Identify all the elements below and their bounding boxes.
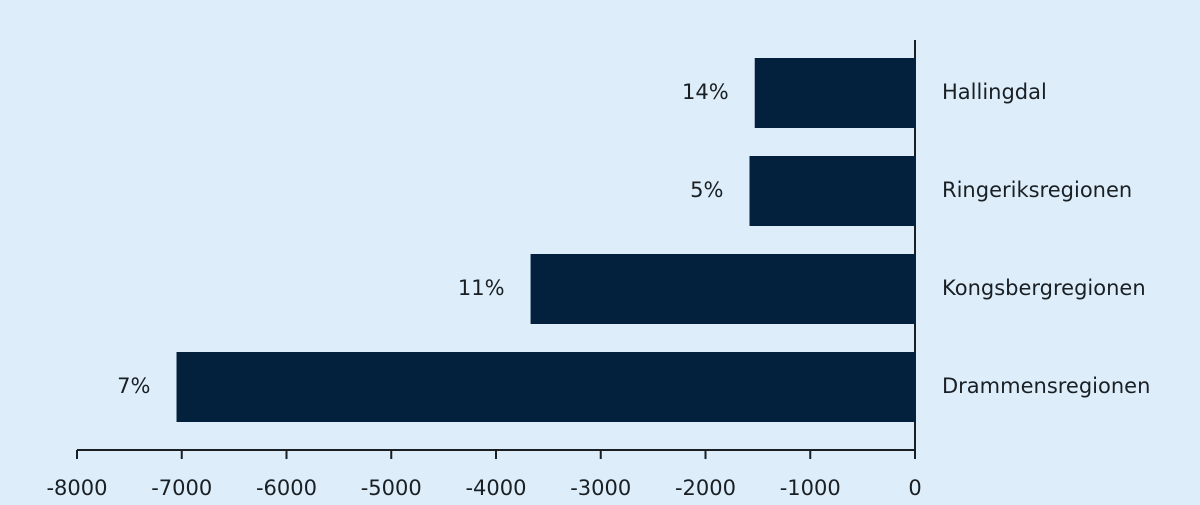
x-tick-label: 0 (908, 476, 921, 500)
category-label: Kongsbergregionen (942, 276, 1146, 300)
x-tick-label: -3000 (570, 476, 631, 500)
category-label: Drammensregionen (942, 374, 1150, 398)
bar-label: 14% (682, 80, 729, 104)
bar (754, 58, 915, 128)
x-tick-label: -7000 (151, 476, 212, 500)
x-tick-label: -1000 (780, 476, 841, 500)
category-label: Ringeriksregionen (942, 178, 1132, 202)
x-tick-label: -6000 (256, 476, 317, 500)
bar (749, 156, 915, 226)
bar-label: 7% (117, 374, 150, 398)
x-tick-label: -2000 (675, 476, 736, 500)
x-tick-label: -5000 (361, 476, 422, 500)
x-tick-label: -4000 (465, 476, 526, 500)
bar-label: 5% (690, 178, 723, 202)
bar-label: 11% (458, 276, 505, 300)
x-tick-label: -8000 (46, 476, 107, 500)
bar (530, 254, 915, 324)
bar (176, 352, 915, 422)
category-label: Hallingdal (942, 80, 1047, 104)
